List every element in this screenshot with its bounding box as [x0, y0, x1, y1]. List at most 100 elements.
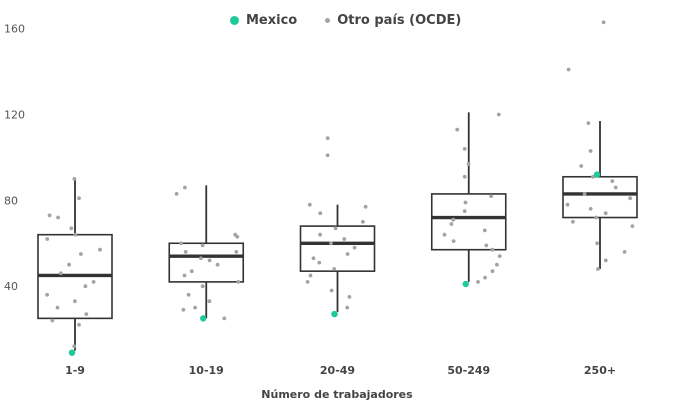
other-country-point [610, 179, 615, 184]
other-country-point [325, 153, 330, 158]
other-country-point [566, 67, 571, 72]
other-country-point [56, 215, 60, 220]
other-country-point [207, 258, 212, 263]
other-country-point [200, 243, 205, 248]
other-country-point [72, 344, 77, 349]
other-country-point [591, 174, 595, 179]
other-country-point [449, 222, 454, 226]
y-tick-label: 120 [4, 109, 25, 122]
other-country-point [442, 232, 447, 237]
other-country-point [45, 292, 49, 297]
other-country-point [182, 273, 187, 278]
other-country-point [77, 322, 81, 327]
legend: Mexico Otro país (OCDE) [230, 13, 489, 28]
other-country-point [55, 305, 60, 310]
other-country-point [588, 149, 593, 153]
x-tick-label: 10-19 [189, 364, 224, 377]
other-country-point [236, 280, 241, 284]
other-country-point [496, 112, 501, 117]
other-country-point [462, 174, 467, 179]
other-country-point [325, 136, 330, 141]
mexico-point [68, 349, 76, 356]
other-country-point [333, 226, 338, 231]
other-country-point [476, 280, 480, 284]
box-250+ [562, 20, 638, 271]
other-country-point [189, 269, 194, 274]
other-country-point [317, 260, 322, 265]
box-10-19 [168, 185, 245, 322]
other-country-point [318, 211, 323, 216]
other-country-point [329, 241, 333, 246]
other-country-point [91, 280, 96, 284]
other-country-point [579, 164, 584, 168]
other-country-point [45, 237, 50, 241]
other-country-point [193, 305, 198, 310]
y-tick-label: 40 [4, 280, 18, 293]
other-country-point [571, 219, 575, 224]
other-country-point [630, 224, 635, 229]
other-country-point [594, 215, 598, 220]
other-country-point [586, 121, 591, 125]
other-country-point [565, 202, 570, 207]
other-country-point [490, 247, 495, 252]
other-country-point [347, 295, 352, 299]
other-country-point [345, 305, 350, 310]
other-country-point [73, 299, 77, 304]
box-20-49 [299, 136, 376, 318]
other-country-point [588, 207, 593, 211]
box-1-9 [37, 177, 113, 356]
other-country-point [462, 209, 467, 214]
other-country-point [495, 262, 499, 267]
other-country-point [47, 213, 52, 218]
other-country-point [603, 258, 608, 263]
other-country-point [307, 202, 312, 207]
other-country-point [199, 256, 203, 261]
x-axis: 1-9 10-19 20-49 50-249 250+ [65, 364, 616, 377]
other-country-point [181, 307, 186, 312]
other-country-point [483, 275, 487, 280]
other-country-point [601, 20, 606, 25]
other-country-point [613, 185, 618, 190]
y-axis: 40 80 120 160 [4, 23, 25, 293]
other-country-point [603, 211, 608, 216]
x-tick-label: 50-249 [447, 364, 490, 377]
mexico-point [593, 171, 601, 178]
box-50-249 [430, 112, 507, 288]
other-country-point [455, 127, 460, 132]
other-country-point [451, 217, 456, 222]
box-body [168, 242, 245, 283]
other-country-point [361, 219, 365, 224]
other-country-point [186, 292, 191, 297]
other-country-point [234, 250, 239, 254]
legend-label-other: Otro país (OCDE) [337, 13, 462, 28]
other-country-point [183, 250, 188, 254]
other-country-point [352, 245, 357, 250]
other-country-point [50, 318, 55, 323]
other-country-point [596, 267, 600, 271]
other-country-point [345, 252, 350, 256]
plot-area [37, 20, 638, 356]
other-country-point [363, 204, 368, 209]
other-country-point [73, 232, 78, 237]
legend-item-other: Otro país (OCDE) [325, 13, 461, 28]
other-country-point [58, 271, 63, 276]
other-country-point [482, 228, 487, 233]
mexico-point [462, 280, 469, 288]
other-country-point [235, 234, 240, 239]
legend-marker-mexico [230, 16, 239, 25]
other-country-point [305, 280, 310, 284]
other-country-point [72, 177, 77, 181]
box-body [299, 225, 376, 272]
other-country-point [342, 237, 347, 241]
other-country-point [329, 288, 334, 293]
other-country-point [628, 196, 632, 201]
other-country-point [582, 192, 587, 196]
mexico-point [200, 315, 207, 322]
x-tick-label: 250+ [584, 364, 616, 377]
other-country-point [67, 262, 71, 267]
y-tick-label: 80 [4, 194, 18, 207]
other-country-point [332, 267, 337, 271]
other-country-point [466, 162, 471, 166]
other-country-point [98, 247, 102, 252]
